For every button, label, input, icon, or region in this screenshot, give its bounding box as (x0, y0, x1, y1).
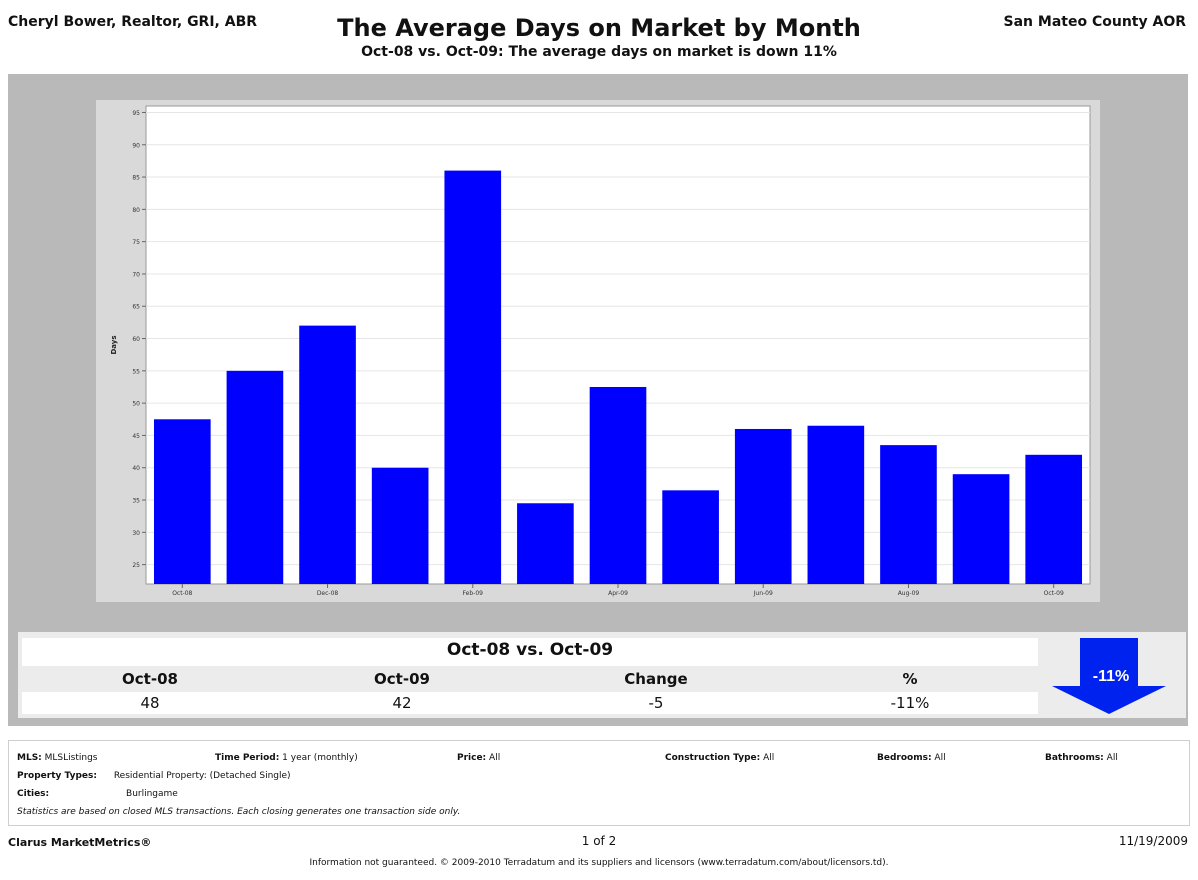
y-axis-label: Days (110, 335, 118, 354)
chart-title: The Average Days on Market by Month (337, 14, 861, 42)
x-tick-label: Feb-09 (463, 590, 484, 597)
summary-header-oct08: Oct-08 (122, 670, 178, 688)
y-tick-label: 55 (132, 368, 140, 375)
bar (880, 445, 937, 584)
y-tick-label: 75 (132, 239, 140, 246)
y-tick-label: 90 (132, 142, 140, 149)
summary-header-change: Change (624, 670, 688, 688)
y-tick-label: 70 (132, 271, 140, 278)
chart-subtitle: Oct-08 vs. Oct-09: The average days on m… (361, 44, 837, 60)
period-label: Time Period: (215, 753, 280, 763)
cities-value: Burlingame (126, 789, 178, 799)
y-tick-label: 45 (132, 433, 140, 440)
y-tick-label: 50 (132, 401, 140, 408)
summary-value-change: -5 (648, 694, 664, 712)
x-tick-label: Oct-09 (1044, 590, 1064, 597)
price-value: All (489, 753, 501, 763)
y-tick-label: 65 (132, 304, 140, 311)
bar (734, 428, 792, 584)
period-value: 1 year (monthly) (282, 753, 358, 763)
agent-name: Cheryl Bower, Realtor, GRI, ABR (8, 14, 258, 30)
mls-value: MLSListings (44, 753, 98, 763)
property-types-label: Property Types: (17, 771, 97, 781)
bathrooms-label: Bathrooms: (1045, 753, 1104, 763)
y-tick-label: 95 (132, 110, 140, 117)
bar (226, 370, 284, 584)
y-tick-label: 35 (132, 498, 140, 505)
bar (153, 419, 211, 584)
bar (1025, 454, 1083, 584)
x-tick-label: Aug-09 (898, 590, 920, 597)
x-tick-label: Apr-09 (608, 590, 628, 597)
report-date: 11/19/2009 (1118, 834, 1188, 848)
bar (299, 325, 356, 584)
bar (444, 170, 502, 584)
brand-name: Clarus MarketMetrics® (8, 836, 152, 849)
summary-value-oct08: 48 (140, 694, 160, 712)
summary-header-percent: % (902, 670, 918, 688)
bar (371, 467, 429, 584)
property-types-value: Residential Property: (Detached Single) (113, 771, 291, 781)
x-tick-label: Jun-09 (753, 590, 773, 597)
bar (589, 386, 647, 584)
y-tick-label: 60 (132, 336, 140, 343)
summary-title-bar (22, 638, 1038, 666)
statistics-note: Statistics are based on closed MLS trans… (17, 807, 461, 817)
page-number: 1 of 2 (581, 834, 617, 848)
price-label: Price: (457, 753, 487, 763)
bar-chart: 25 30 35 40 45 50 55 60 65 70 75 80 85 90 95 Days Oct-08… (110, 105, 1091, 597)
bedrooms-label: Bedrooms: (877, 753, 932, 763)
construction-label: Construction Type: (665, 753, 761, 763)
bar (807, 425, 865, 584)
criteria-panel: MLS: MLSListings Time Period: 1 year (mo… (8, 740, 1190, 826)
association-name: San Mateo County AOR (1003, 14, 1186, 30)
y-tick-label: 40 (132, 465, 140, 472)
summary-header-oct09: Oct-09 (374, 670, 430, 688)
summary-values-bar (22, 692, 1038, 714)
disclaimer: Information not guaranteed. © 2009-2010 … (309, 858, 889, 868)
x-tick-label: Dec-08 (317, 590, 339, 597)
chart-frame: 25 30 35 40 45 50 55 60 65 70 75 80 85 90 95 Days Oct-08… (96, 100, 1100, 602)
bar (952, 474, 1010, 584)
summary-value-percent: -11% (890, 694, 930, 712)
bathrooms-value: All (1106, 753, 1118, 763)
mls-label: MLS: (17, 753, 42, 763)
y-tick-label: 30 (132, 530, 140, 537)
y-tick-label: 85 (132, 175, 140, 182)
bedrooms-value: All (934, 753, 946, 763)
y-tick-label: 80 (132, 207, 140, 214)
summary-title: Oct-08 vs. Oct-09 (446, 640, 614, 660)
x-tick-label: Oct-08 (172, 590, 192, 597)
summary-value-oct09: 42 (392, 694, 412, 712)
change-badge: -11% (1093, 668, 1129, 685)
y-tick-label: 25 (132, 562, 140, 569)
construction-value: All (763, 753, 775, 763)
down-arrow-icon: -11% (1052, 638, 1166, 714)
bar (662, 490, 719, 584)
bar (517, 503, 574, 584)
cities-label: Cities: (17, 789, 50, 799)
